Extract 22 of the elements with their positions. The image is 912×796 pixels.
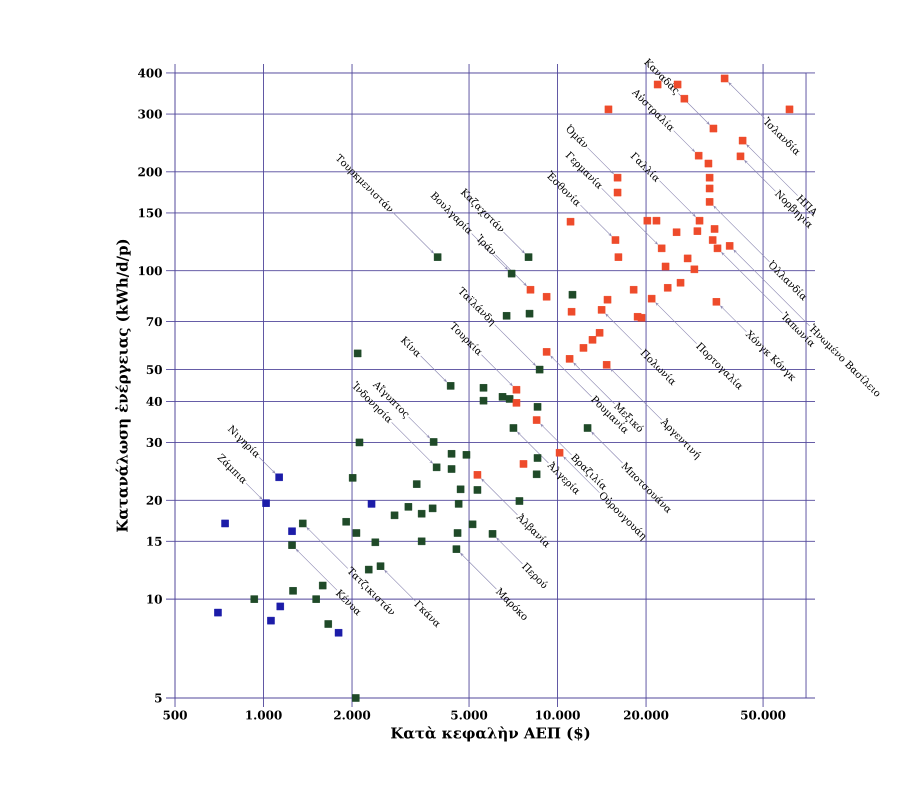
x-tick-label: 10.000 xyxy=(536,710,580,720)
x-tick-label: 1.000 xyxy=(246,710,282,720)
y-tick-label: 5 xyxy=(155,694,162,702)
y-tick-label: 150 xyxy=(138,208,162,218)
y-tick-label: 20 xyxy=(146,496,162,505)
x-tick-label: 2.000 xyxy=(334,710,370,720)
y-tick-label: 15 xyxy=(147,536,162,546)
x-tick-label: 20.000 xyxy=(624,710,668,720)
y-tick-label: 10 xyxy=(147,594,162,604)
y-tick-label: 50 xyxy=(146,365,162,374)
y-axis-title: Κατανάλωση ἐνέργειας (kWh/d/p) xyxy=(115,240,131,532)
y-tick-label: 70 xyxy=(146,317,162,326)
y-tick-label: 40 xyxy=(146,396,162,406)
x-tick-label: 50.000 xyxy=(741,710,786,720)
x-axis-title: Κατὰ κεφαλὴν ΑΕΠ ($) xyxy=(391,726,590,742)
y-tick-label: 100 xyxy=(138,266,162,276)
x-tick-label: 500 xyxy=(164,710,187,720)
x-tick-label: 5.000 xyxy=(451,710,488,720)
y-tick-label: 200 xyxy=(138,167,162,176)
y-tick-label: 30 xyxy=(146,438,162,447)
y-tick-label: 400 xyxy=(138,68,162,78)
y-tick-label: 300 xyxy=(138,110,162,119)
